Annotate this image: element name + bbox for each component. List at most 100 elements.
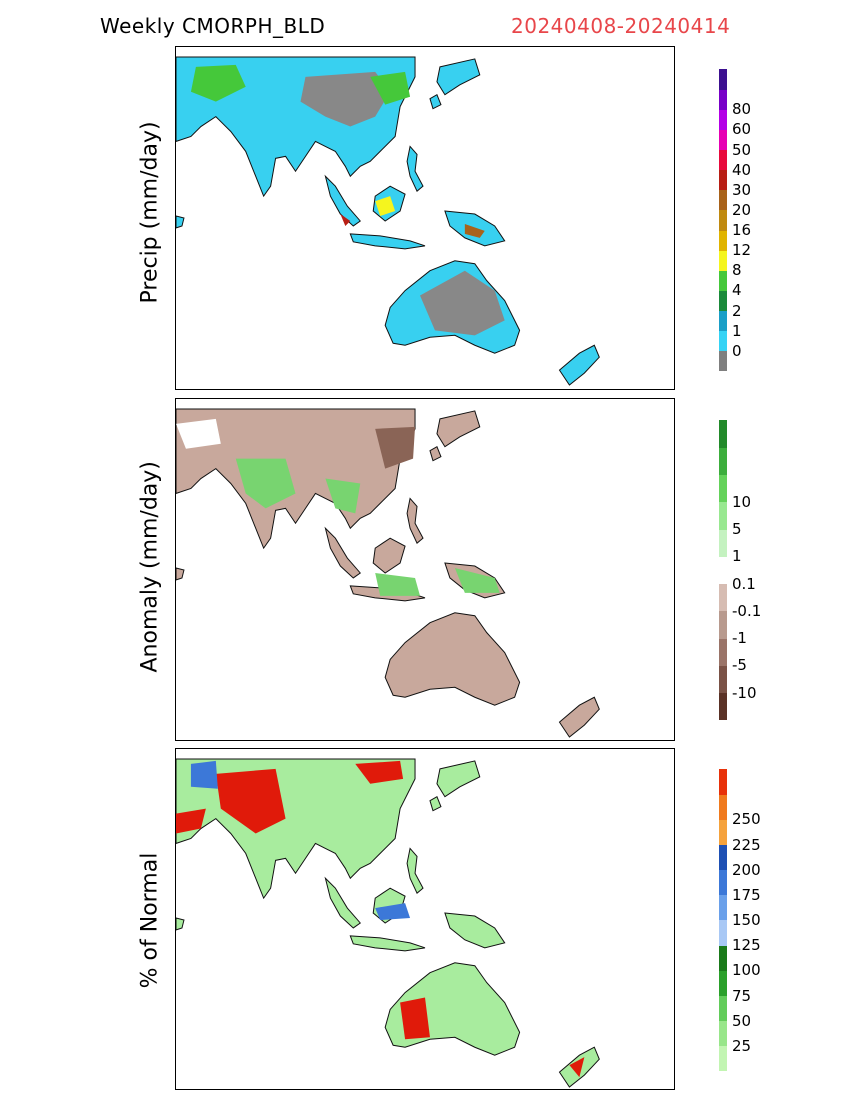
landmass xyxy=(436,58,481,96)
colorbar-segment xyxy=(719,556,727,585)
colorbar-segment xyxy=(719,920,727,946)
landmass xyxy=(349,935,426,952)
colorbar-segment xyxy=(719,501,727,530)
precip-colorbar xyxy=(719,69,727,372)
colorbar-tick-label: 12 xyxy=(732,241,752,260)
colorbar-segment xyxy=(719,970,727,996)
colorbar-segment xyxy=(719,638,727,666)
landmass xyxy=(436,410,481,448)
precip-region xyxy=(375,903,411,920)
landmass xyxy=(429,796,442,812)
colorbar-segment xyxy=(719,189,727,211)
colorbar-tick-label: -5 xyxy=(732,656,747,675)
precip-panel xyxy=(175,46,675,390)
colorbar-tick-label: 60 xyxy=(732,120,752,139)
percent-colorbar xyxy=(719,769,727,1072)
precip-region xyxy=(464,223,485,238)
colorbar-tick-label: -1 xyxy=(732,629,747,648)
colorbar-tick-label: -0.1 xyxy=(732,601,762,620)
landmass xyxy=(429,94,442,110)
landmass xyxy=(558,344,600,386)
colorbar-tick-label: 30 xyxy=(732,180,752,199)
colorbar-tick-label: 250 xyxy=(732,810,761,829)
colorbar-tick-label: 1 xyxy=(732,321,742,340)
colorbar-tick-label: 25 xyxy=(732,1036,752,1055)
colorbar-segment xyxy=(719,794,727,820)
colorbar-segment xyxy=(719,583,727,612)
colorbar-tick-label: 2 xyxy=(732,301,742,320)
colorbar-segment xyxy=(719,844,727,871)
colorbar-segment xyxy=(719,250,727,271)
percent-ylabel: % of Normal xyxy=(137,852,163,989)
landmass xyxy=(176,917,185,931)
colorbar-segment xyxy=(719,610,727,639)
precip-ylabel: Precip (mm/day) xyxy=(137,121,163,304)
landmass xyxy=(372,537,406,574)
precip-region xyxy=(355,760,404,784)
percent-map xyxy=(176,758,600,1088)
landmass-anomaly xyxy=(176,408,600,738)
precip-region xyxy=(235,458,296,509)
precip-region xyxy=(370,71,411,105)
colorbar-segment xyxy=(719,290,727,312)
colorbar-segment xyxy=(719,270,727,291)
colorbar-tick-label: 0 xyxy=(732,341,742,360)
colorbar-segment xyxy=(719,474,727,503)
landmass xyxy=(429,446,442,462)
product-title: Weekly CMORPH_BLD xyxy=(100,14,326,38)
colorbar-tick-label: 16 xyxy=(732,221,752,240)
landmass xyxy=(324,526,361,579)
landmass xyxy=(349,233,426,250)
precip-region xyxy=(325,478,361,514)
colorbar-segment xyxy=(719,945,727,971)
landmass xyxy=(176,215,185,229)
colorbar-segment xyxy=(719,692,727,721)
landmass xyxy=(444,912,506,949)
colorbar-segment xyxy=(719,665,727,694)
colorbar-segment xyxy=(719,109,727,130)
landmass xyxy=(324,174,361,227)
colorbar-tick-label: 50 xyxy=(732,140,752,159)
landmass-percent xyxy=(176,758,600,1088)
colorbar-segment xyxy=(719,894,727,921)
colorbar-segment xyxy=(719,149,727,171)
precip-map xyxy=(176,56,600,386)
colorbar-tick-label: 80 xyxy=(732,100,752,119)
precip-region xyxy=(340,214,351,226)
date-range: 20240408-20240414 xyxy=(511,14,731,38)
colorbar-segment xyxy=(719,350,727,372)
landmass xyxy=(324,876,361,929)
colorbar-segment xyxy=(719,420,727,448)
colorbar-tick-label: 225 xyxy=(732,835,761,854)
colorbar-tick-label: 10 xyxy=(732,492,752,511)
colorbar-tick-label: 150 xyxy=(732,911,761,929)
colorbar-tick-label: 75 xyxy=(732,986,752,1005)
landmass xyxy=(406,145,424,192)
colorbar-segment xyxy=(719,529,727,557)
precip-region xyxy=(190,760,218,789)
precip-region xyxy=(300,71,391,127)
precip-region xyxy=(176,808,206,834)
colorbar-segment xyxy=(719,129,727,151)
colorbar-segment xyxy=(719,169,727,191)
precip-region xyxy=(454,568,500,593)
precip-region xyxy=(190,64,246,102)
precip-region xyxy=(215,768,286,834)
landmass xyxy=(384,612,521,706)
colorbar-segment xyxy=(719,230,727,251)
colorbar-segment xyxy=(719,330,727,352)
percent-panel xyxy=(175,748,675,1090)
colorbar-segment xyxy=(719,69,727,90)
colorbar-tick-label: 0.1 xyxy=(732,574,756,593)
colorbar-segment xyxy=(719,209,727,231)
precip-region xyxy=(176,418,221,449)
colorbar-tick-label: 125 xyxy=(732,936,761,955)
colorbar-tick-label: 200 xyxy=(732,860,761,879)
precip-region xyxy=(375,572,421,596)
anomaly-map xyxy=(176,408,600,738)
precip-region xyxy=(400,997,430,1040)
colorbar-tick-label: 1 xyxy=(732,547,742,566)
landmass xyxy=(176,567,185,581)
colorbar-tick-label: -10 xyxy=(732,683,757,702)
landmass xyxy=(406,847,424,894)
